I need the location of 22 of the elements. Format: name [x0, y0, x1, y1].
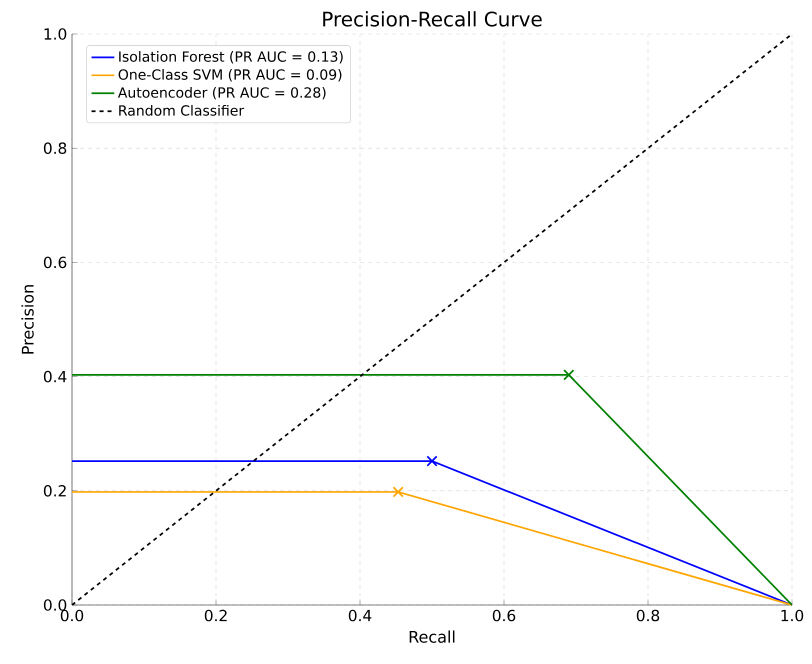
y-tick-label: 0.0	[44, 599, 66, 611]
x-axis-title: Recall	[410, 630, 454, 643]
legend-label: Autoencoder (PR AUC = 0.28)	[118, 86, 326, 100]
y-tick-label: 0.6	[44, 256, 66, 268]
y-tick-label: 1.0	[44, 28, 66, 40]
chart-title: Precision-Recall Curve	[323, 11, 542, 27]
y-axis-title: Precision	[21, 285, 34, 354]
x-tick-label: 0.2	[204, 610, 227, 622]
x-tick-label: 0.0	[60, 610, 84, 622]
point	[426, 456, 438, 467]
legend-label: One-Class SVM (PR AUC = 0.09)	[118, 69, 342, 82]
x-tick-label: 0.6	[492, 610, 516, 622]
point	[563, 369, 574, 380]
point	[392, 486, 404, 498]
legend-label: Random Classifier	[119, 104, 244, 116]
legend-label: Isolation Forest (PR AUC = 0.13)	[119, 51, 343, 64]
y-tick-label: 0.8	[44, 142, 66, 154]
x-tick-label: 0.4	[348, 610, 372, 622]
y-tick-label: 0.2	[44, 485, 66, 497]
y-tick-label: 0.4	[44, 370, 66, 382]
x-tick-label: 0.8	[636, 610, 660, 622]
x-tick-label: 1.0	[782, 610, 804, 622]
